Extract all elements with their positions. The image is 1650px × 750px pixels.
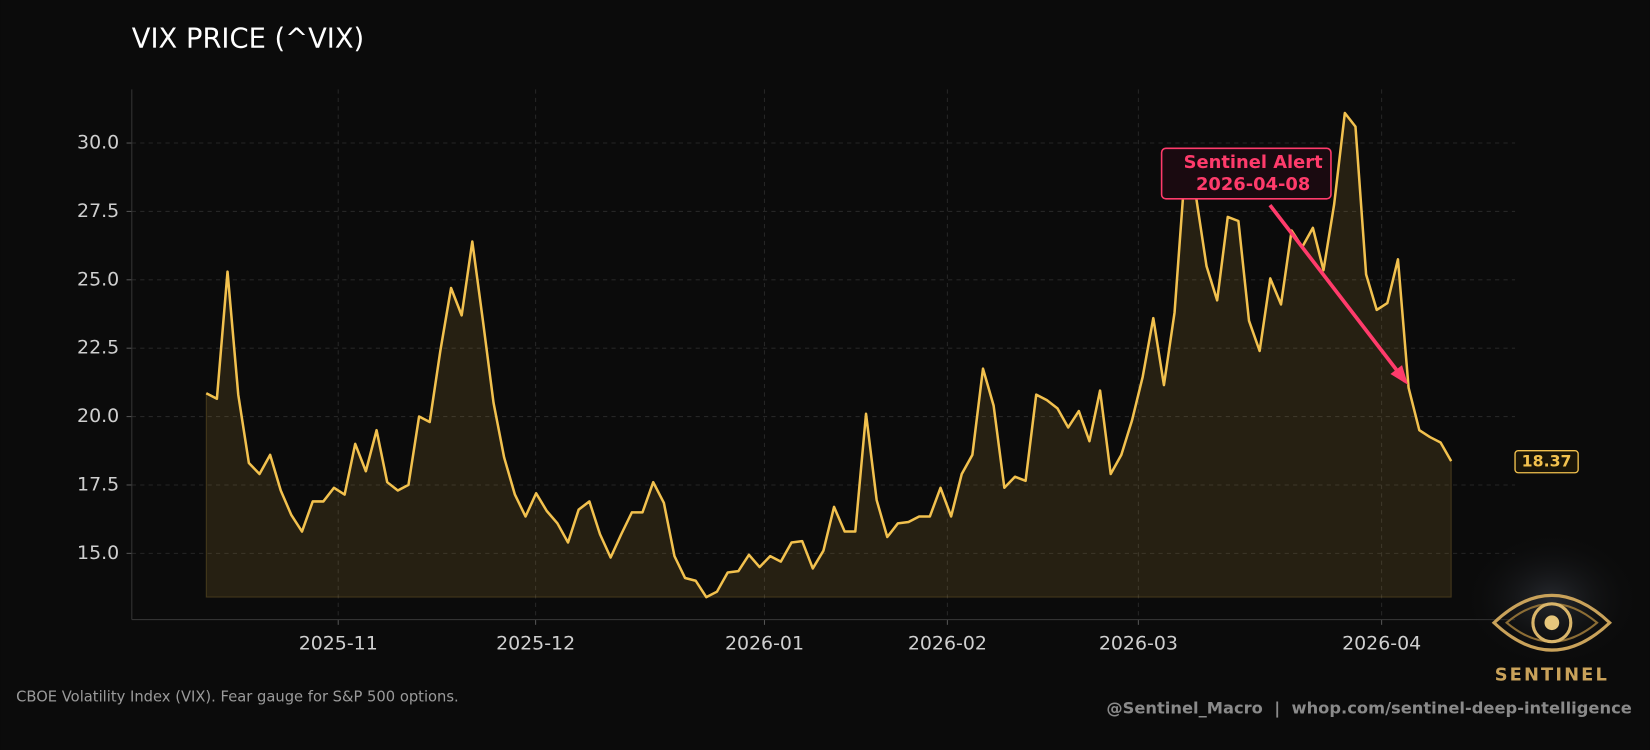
annotation-text: Sentinel Alert [1184, 152, 1323, 173]
y-tick-label: 22.5 [77, 337, 119, 359]
logo-eye [1491, 593, 1613, 652]
x-tick-label: 2025-12 [496, 632, 575, 654]
annotation-box [1160, 147, 1332, 200]
annotation-arrow [1268, 203, 1407, 383]
y-tick-label: 17.5 [77, 473, 119, 495]
credit: @Sentinel_Macro | whop.com/sentinel-deep… [1106, 698, 1631, 718]
logo-iris [1531, 602, 1573, 644]
y-tick-label: 15.0 [77, 542, 119, 564]
x-tick-label: 2026-03 [1099, 632, 1178, 654]
chart-title: VIX PRICE (^VIX) [132, 23, 364, 54]
logo-text: SENTINEL [1495, 664, 1609, 685]
y-tick-label: 20.0 [77, 405, 119, 427]
logo: SENTINEL [1462, 531, 1642, 685]
x-tick-label: 2026-02 [908, 632, 987, 654]
plot-area: 15.0 17.5 20.0 22.5 25.0 27.5 30.0 2025-11 2025-… [77, 89, 1516, 654]
y-tick-label: 25.0 [77, 268, 119, 290]
last-value-label: 18.37 [1522, 452, 1572, 471]
last-value-box [1514, 449, 1579, 474]
annotation-text: 2026-04-08 [1196, 174, 1310, 195]
x-tick-label: 2026-04 [1342, 632, 1421, 654]
logo-pupil [1544, 615, 1560, 631]
x-tick-label: 2025-11 [299, 632, 378, 654]
x-tick-label: 2026-01 [725, 632, 804, 654]
y-tick-label: 27.5 [77, 200, 119, 222]
caption: CBOE Volatility Index (VIX). Fear gauge … [16, 688, 459, 705]
annotation-arrowhead [1390, 365, 1409, 385]
line [205, 111, 1453, 599]
logo-eye-inner [1504, 602, 1599, 643]
logo-smoke [1462, 531, 1642, 668]
y-tick-label: 30.0 [77, 132, 119, 154]
